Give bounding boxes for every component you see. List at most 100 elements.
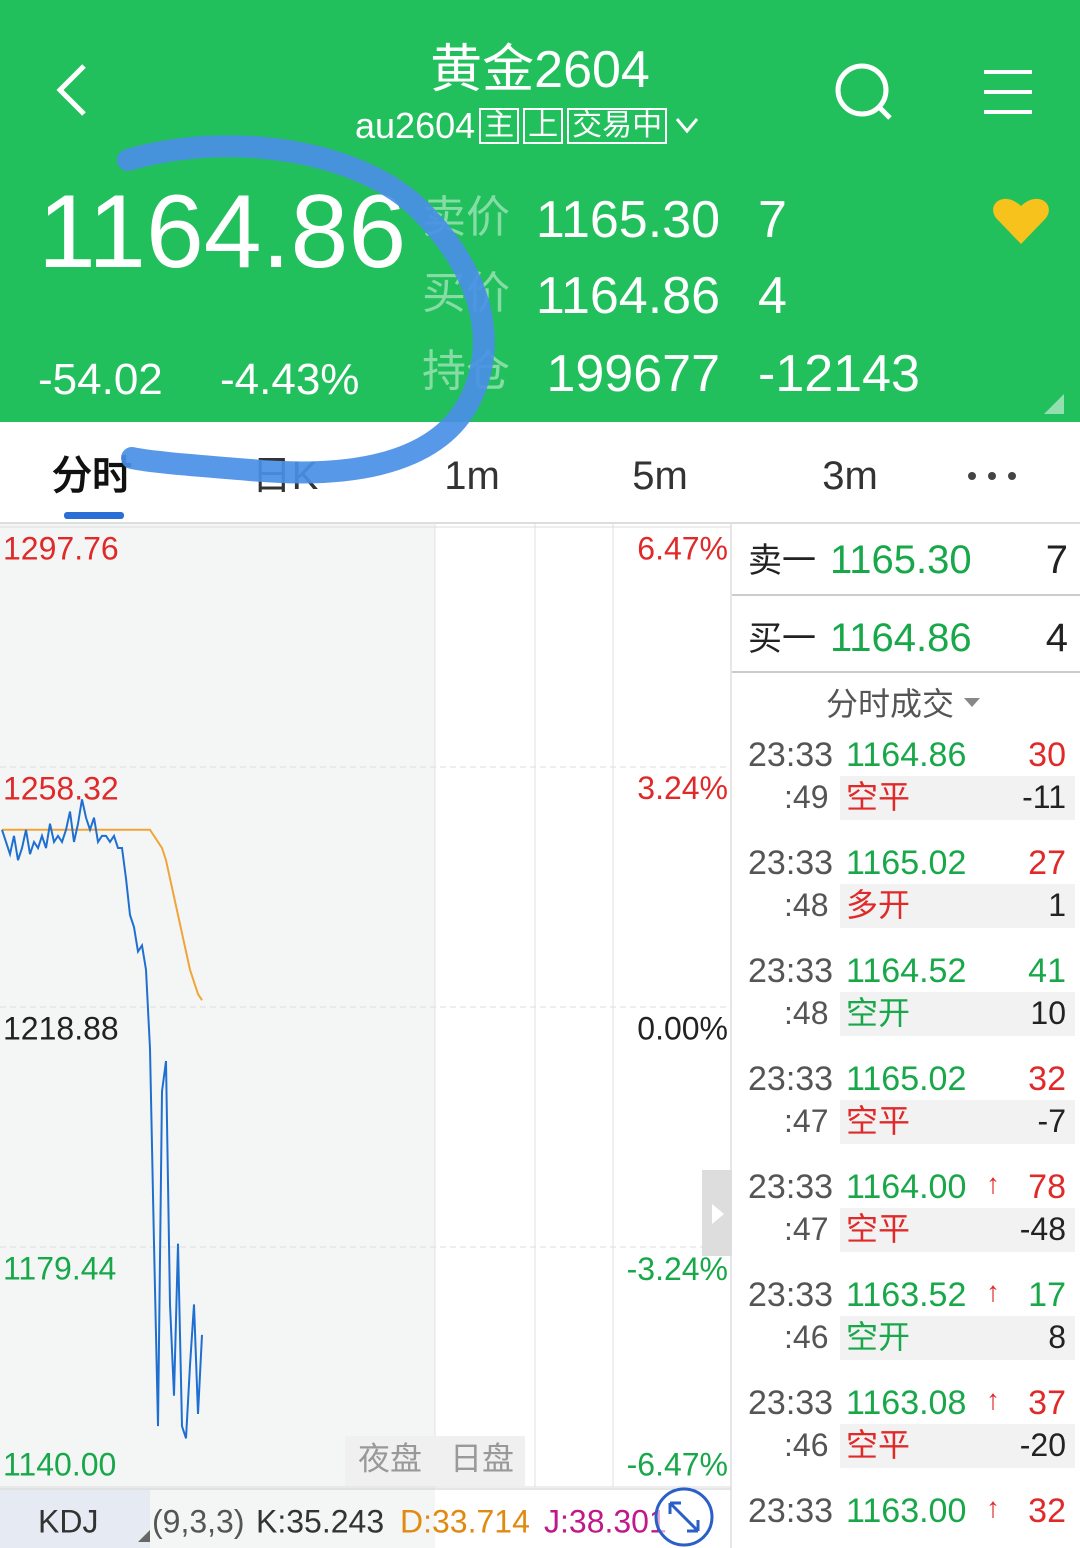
book-qty: 4 (1045, 616, 1068, 660)
y-tick-label: 1297.76 (3, 530, 119, 566)
session-label: 日盘 (450, 1440, 514, 1476)
trade-arrow: ↑ (986, 1384, 1000, 1415)
menu-button[interactable] (980, 64, 1036, 120)
session-bg (345, 1436, 525, 1486)
y2-tick-label: -3.24% (627, 1251, 728, 1287)
tab[interactable]: 分时 (52, 454, 132, 498)
tag: 上 (523, 108, 564, 144)
trade-change: -11 (1022, 779, 1066, 815)
tab-bar: 分时 日K 1m 5m 3m (0, 422, 1080, 524)
more-button[interactable] (966, 470, 1018, 482)
y-tick-label: 1258.32 (3, 770, 119, 806)
tag: 交易中 (567, 108, 668, 144)
trade-time: 23:33 (748, 952, 834, 990)
indicator-j: J:38.301 (544, 1503, 667, 1539)
tab[interactable]: 5m (632, 454, 688, 498)
trade-seconds: :47 (784, 1211, 829, 1247)
indicator-name[interactable]: KDJ (38, 1503, 98, 1539)
quote-label: 卖价 (422, 193, 510, 242)
trade-volume: 32 (1028, 1060, 1066, 1098)
trade-seconds: :48 (784, 995, 829, 1031)
trade-seconds: :47 (784, 1103, 829, 1139)
trade-change: 1 (1048, 887, 1066, 923)
trade-volume: 41 (1028, 952, 1066, 990)
trade-time: 23:33 (748, 844, 834, 882)
trade-volume: 17 (1028, 1276, 1066, 1314)
tab[interactable]: 3m (822, 454, 878, 498)
trade-kind: 空平 (846, 779, 911, 815)
trade-kind: 多开 (846, 887, 911, 923)
trade-time: 23:33 (748, 1276, 834, 1314)
expand-icon (668, 1501, 700, 1533)
book-qty: 7 (1045, 538, 1068, 582)
trade-price: 1163.08 (846, 1384, 967, 1422)
trade-seconds: :46 (784, 1319, 829, 1355)
quote-value: 1165.30 (535, 191, 720, 249)
trade-price: 1164.00 (846, 1168, 967, 1206)
trade-change: -48 (1019, 1211, 1066, 1247)
quote-qty: 4 (758, 267, 787, 325)
trade-arrow: ↑ (986, 1276, 1000, 1307)
trade-volume: 32 (1028, 1492, 1066, 1530)
tab[interactable]: 日K (251, 454, 319, 498)
subtitle[interactable]: au2604 主 上 交易中 (355, 108, 707, 144)
last-price: 1164.86 (38, 174, 407, 290)
trades-title[interactable]: 分时成交 (826, 686, 955, 722)
title: 黄金2604 (430, 41, 650, 99)
trade-time: 23:33 (748, 1168, 834, 1206)
trade-time: 23:33 (748, 1384, 834, 1422)
quote-value: 1164.86 (535, 267, 720, 325)
book-price: 1164.86 (830, 616, 972, 660)
quote-value: 199677 (546, 345, 720, 403)
row-bg (840, 1316, 1075, 1360)
trade-kind: 空平 (846, 1211, 911, 1247)
row-bg (840, 884, 1075, 928)
trade-seconds: :49 (784, 779, 829, 815)
trade-seconds: :48 (784, 887, 829, 923)
trade-change: -7 (1037, 1103, 1066, 1139)
trade-price: 1164.86 (846, 736, 967, 774)
header: 黄金2604 au2604 主 上 交易中 1164.86 -54.02 -4.… (0, 0, 1080, 422)
line-average (2, 828, 203, 1001)
row-bg (840, 1100, 1075, 1144)
trade-arrow: ↑ (986, 1168, 1000, 1199)
trade-time: 23:33 (748, 1492, 834, 1530)
y2-tick-label: 3.24% (637, 770, 728, 806)
trade-volume: 30 (1028, 736, 1066, 774)
chart-bg (0, 524, 435, 1548)
trade-time: 23:33 (748, 736, 834, 774)
trade-kind: 空开 (846, 1319, 911, 1355)
order-panel: 分时成交 卖一 1165.30 7 买一 1164.86 4 23:33 1164.86 30:… (732, 524, 1080, 1548)
trade-kind: 空平 (846, 1103, 911, 1139)
indicator-d: D:33.714 (400, 1503, 530, 1539)
row-bg (840, 1424, 1075, 1468)
favorite-button[interactable] (990, 192, 1052, 248)
change-pct: -4.43% (220, 355, 360, 404)
quote-label: 持仓 (422, 347, 510, 396)
tab-indicator (64, 512, 124, 519)
y2-tick-label: 0.00% (637, 1010, 728, 1046)
side-handle-icon (712, 1204, 724, 1224)
session-label: 夜盘 (358, 1440, 422, 1476)
trade-volume: 27 (1028, 844, 1066, 882)
back-button[interactable] (50, 60, 100, 120)
tab[interactable]: 1m (444, 454, 500, 498)
row-bg (840, 992, 1075, 1036)
trade-kind: 空平 (846, 1427, 911, 1463)
indicator-params: (9,3,3) (152, 1503, 244, 1539)
y-tick-label: 1218.88 (3, 1010, 119, 1046)
trade-change: -20 (1019, 1427, 1066, 1463)
row-bg (840, 776, 1075, 820)
book-price: 1165.30 (830, 538, 972, 582)
trade-kind: 空开 (846, 995, 911, 1031)
separator (732, 594, 1080, 596)
indicator-k: K:35.243 (256, 1503, 384, 1539)
dropdown-icon (675, 118, 699, 134)
y-tick-label: 1140.00 (3, 1446, 116, 1482)
trade-volume: 37 (1028, 1384, 1066, 1422)
search-button[interactable] (832, 60, 896, 124)
trade-arrow: ↑ (986, 1492, 1000, 1523)
corner-icon (1044, 394, 1064, 414)
y2-tick-label: 6.47% (637, 530, 728, 566)
